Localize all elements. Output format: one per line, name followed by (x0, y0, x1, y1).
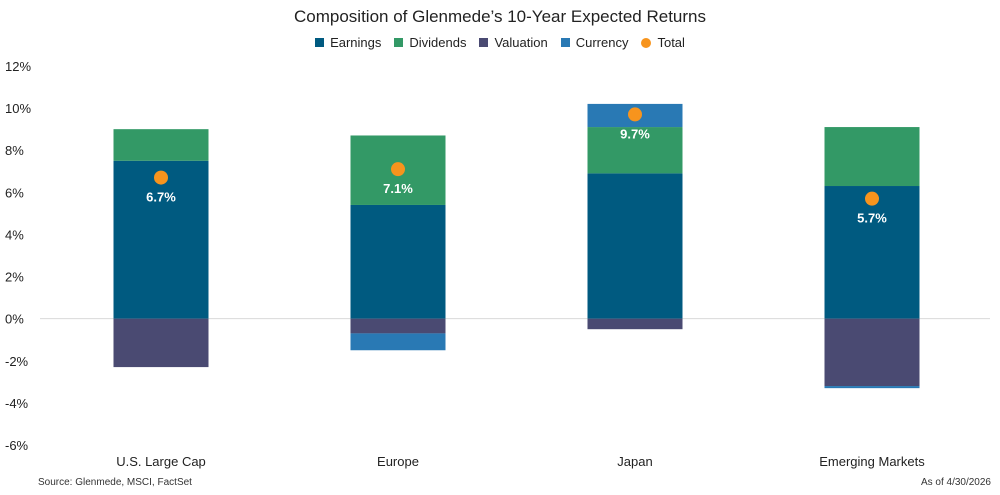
y-tick-label: 10% (5, 101, 31, 116)
legend-label-earnings: Earnings (330, 35, 382, 50)
legend-swatch-valuation (479, 38, 489, 47)
x-category-label: Europe (377, 454, 419, 469)
bar-segment-earnings (350, 204, 446, 319)
bar-segment-valuation (113, 318, 209, 368)
legend-label-total: Total (657, 35, 685, 50)
chart-title: Composition of Glenmede’s 10-Year Expect… (293, 7, 706, 26)
legend-item-dividends: Dividends (394, 35, 466, 50)
legend-item-valuation: Valuation (479, 35, 548, 50)
bar-segment-earnings (824, 186, 920, 319)
x-axis: U.S. Large Cap Europe Japan Emerging Market… (116, 454, 925, 469)
total-marker (154, 170, 168, 185)
x-category-label: Japan (617, 454, 652, 469)
legend-swatch-currency (560, 38, 570, 47)
bar-segment-valuation (350, 318, 446, 334)
total-data-label: 9.7% (620, 126, 650, 141)
bar-segment-currency (824, 386, 920, 389)
legend-swatch-dividends (394, 38, 404, 47)
y-tick-label: 0% (5, 312, 24, 327)
y-tick-label: 8% (5, 143, 24, 158)
legend-swatch-earnings (315, 38, 325, 47)
y-tick-label: -4% (5, 396, 29, 411)
bar-segment-dividends (824, 127, 920, 187)
y-tick-label: -2% (5, 354, 29, 369)
y-tick-label: -6% (5, 438, 29, 453)
legend-item-currency: Currency (560, 35, 629, 50)
total-data-label: 7.1% (383, 181, 413, 196)
legend-label-dividends: Dividends (409, 35, 467, 50)
legend-label-valuation: Valuation (494, 35, 548, 50)
bar-segment-dividends (587, 127, 683, 174)
date-note: As of 4/30/2026 (920, 477, 991, 488)
bar-segment-dividends (113, 129, 209, 161)
bar-segment-earnings (113, 160, 209, 319)
source-note: Source: Glenmede, MSCI, FactSet (38, 477, 192, 488)
legend-item-total: Total (641, 35, 685, 50)
y-tick-label: 2% (5, 270, 24, 285)
y-tick-label: 4% (5, 227, 24, 242)
x-category-label: U.S. Large Cap (116, 454, 206, 469)
legend-marker-total (641, 37, 652, 48)
legend: Earnings Dividends Valuation Currency To… (0, 35, 1000, 50)
x-category-label: Emerging Markets (819, 454, 925, 469)
bar-segment-earnings (587, 173, 683, 319)
y-tick-label: 6% (5, 185, 24, 200)
bars-group (113, 103, 920, 389)
total-marker (391, 162, 405, 177)
total-marker (865, 191, 879, 206)
y-tick-label: 12% (5, 59, 31, 74)
total-data-label: 6.7% (146, 190, 176, 205)
bar-segment-valuation (587, 318, 683, 330)
bar-segment-currency (350, 333, 446, 351)
legend-label-currency: Currency (575, 35, 629, 50)
total-marker (628, 107, 642, 122)
legend-item-earnings: Earnings (315, 35, 381, 50)
totals-group: 6.7% 7.1% 9.7% 5.7% (146, 107, 887, 226)
bar-segment-valuation (824, 318, 920, 387)
y-axis: 12% 10% 8% 6% 4% 2% 0% -2% -4% -6% (5, 59, 31, 453)
total-data-label: 5.7% (857, 211, 887, 226)
